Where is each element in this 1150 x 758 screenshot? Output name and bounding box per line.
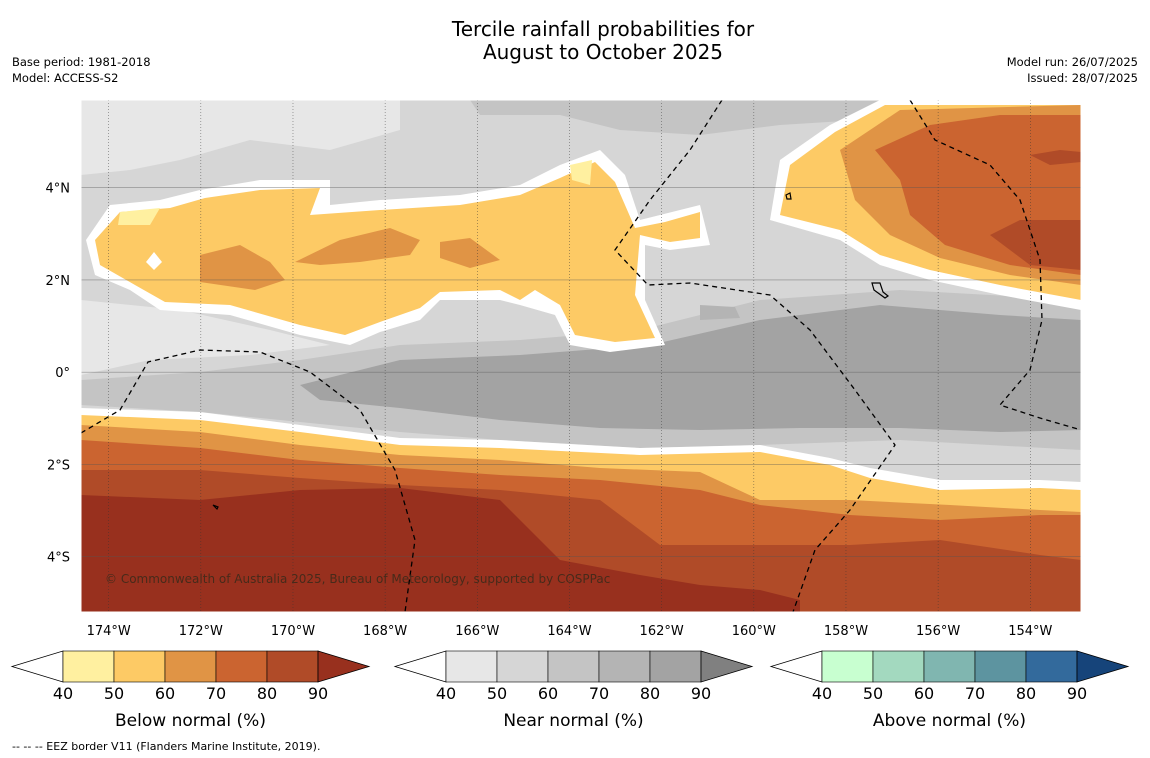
- lon-tick-label: 154°W: [1008, 624, 1052, 639]
- model-run: Model run: 26/07/2025: [1006, 55, 1138, 69]
- colorbar-tick-label: 60: [914, 684, 934, 703]
- colorbar-tick-label: 80: [257, 684, 277, 703]
- latitude-labels: 4°N 2°N 0° 2°S 4°S: [46, 182, 71, 566]
- colorbar-lower-extend: [10, 650, 64, 683]
- colorbar-swatch: [1025, 650, 1078, 683]
- lon-tick-label: 158°W: [824, 624, 868, 639]
- colorbar-upper-extend: [317, 650, 371, 683]
- below-normal-north-40-patch-2: [570, 160, 592, 185]
- eez-border-2: [614, 100, 896, 612]
- lon-tick-label: 172°W: [179, 624, 223, 639]
- colorbar-tick-label: 50: [487, 684, 507, 703]
- near-normal-40-region-2: [81, 300, 330, 375]
- colorbar-swatch: [62, 650, 115, 683]
- colorbar-tick-label: 90: [308, 684, 328, 703]
- title-line-2: August to October 2025: [482, 40, 724, 64]
- colorbar-upper-extend: [1076, 650, 1130, 683]
- meta-right: Model run: 26/07/2025 Issued: 28/07/2025: [1007, 54, 1138, 86]
- colorbar-tick-label: 70: [206, 684, 226, 703]
- colorbar-tick-label: 90: [691, 684, 711, 703]
- lat-tick-label: 2°S: [47, 458, 70, 473]
- below-normal-ne-80-b: [1030, 150, 1081, 165]
- colorbar-tick-label: 50: [104, 684, 124, 703]
- below-normal-south-90: [81, 488, 800, 612]
- lon-tick-label: 166°W: [455, 624, 499, 639]
- colorbar-tick-label: 60: [155, 684, 175, 703]
- colorbar-tick-label: 70: [589, 684, 609, 703]
- colorbar-tick-label: 40: [812, 684, 832, 703]
- model-name: Model: ACCESS-S2: [12, 71, 119, 85]
- colorbar-lower-extend: [393, 650, 447, 683]
- colorbar-title: Above normal (%): [873, 711, 1026, 731]
- lat-tick-label: 4°N: [46, 182, 71, 197]
- colorbar-swatch: [164, 650, 217, 683]
- colorbar-swatch: [496, 650, 549, 683]
- lat-tick-label: 4°S: [47, 551, 70, 566]
- colorbar-tick-label: 40: [53, 684, 73, 703]
- map-title: Tercile rainfall probabilities for Augus…: [378, 18, 828, 64]
- colorbar-tick-label: 40: [436, 684, 456, 703]
- colorbar-swatch: [821, 650, 874, 683]
- map-frame: [80, 99, 1082, 613]
- colorbar-upper-extend: [700, 650, 754, 683]
- map-panel: [81, 100, 1081, 612]
- below-normal-north-60-c: [440, 238, 500, 268]
- lon-tick-label: 156°W: [916, 624, 960, 639]
- lat-tick-label: 2°N: [46, 274, 71, 289]
- colorbar-0: 40 50 60 70 80 90 Below normal (%): [10, 650, 371, 731]
- island-marker-1: [785, 192, 792, 200]
- colorbars: 40 50 60 70 80 90 Below normal (%) 40 50 60 70 80 90…: [10, 650, 1130, 731]
- lon-tick-label: 162°W: [640, 624, 684, 639]
- colorbar-1: 40 50 60 70 80 90 Near normal (%): [393, 650, 754, 731]
- colorbar-swatch: [598, 650, 651, 683]
- colorbar-2: 40 50 60 70 80 90 Above normal (%): [769, 650, 1130, 731]
- below-normal-north-40-patch: [118, 208, 160, 225]
- colorbar-swatch: [113, 650, 166, 683]
- lon-tick-label: 168°W: [363, 624, 407, 639]
- colorbar-swatch: [872, 650, 925, 683]
- colorbar-swatch: [266, 650, 319, 683]
- colorbar-title: Below normal (%): [115, 711, 266, 731]
- near-normal-60-region-top: [470, 100, 900, 135]
- colorbar-swatch: [649, 650, 702, 683]
- colorbar-tick-label: 80: [640, 684, 660, 703]
- colorbar-swatch: [547, 650, 600, 683]
- below-normal-island-gap: [146, 252, 162, 270]
- colorbar-tick-label: 60: [538, 684, 558, 703]
- colorbar-tick-label: 70: [965, 684, 985, 703]
- colorbar-swatch: [215, 650, 268, 683]
- near-normal-70-patch: [700, 305, 740, 320]
- colorbar-lower-extend: [769, 650, 823, 683]
- longitude-labels: 174°W 172°W 170°W 168°W 166°W 164°W 162°W 160°W…: [87, 624, 1053, 639]
- near-normal-80-band: [300, 305, 1081, 432]
- near-normal-40-region: [81, 100, 400, 175]
- copyright-notice: © Commonwealth of Australia 2025, Bureau…: [105, 572, 611, 586]
- lon-tick-label: 174°W: [87, 624, 131, 639]
- base-period: Base period: 1981-2018: [12, 55, 151, 69]
- island-marker-3: [212, 504, 219, 511]
- colorbar-tick-label: 90: [1067, 684, 1087, 703]
- issued-date: Issued: 28/07/2025: [1027, 71, 1138, 85]
- title-line-1: Tercile rainfall probabilities for: [451, 17, 755, 41]
- below-normal-north-60-a: [200, 245, 285, 290]
- colorbar-swatch: [923, 650, 976, 683]
- island-marker-2: [871, 282, 890, 299]
- eez-border-1: [81, 349, 416, 612]
- lon-tick-label: 160°W: [732, 624, 776, 639]
- lat-tick-label: 0°: [55, 366, 70, 381]
- lon-tick-label: 170°W: [271, 624, 315, 639]
- colorbar-swatch: [445, 650, 498, 683]
- colorbar-title: Near normal (%): [503, 711, 643, 731]
- lon-tick-label: 164°W: [547, 624, 591, 639]
- below-normal-north-60-b: [295, 228, 420, 265]
- meta-left: Base period: 1981-2018 Model: ACCESS-S2: [12, 54, 151, 86]
- eez-border-3: [909, 100, 1081, 431]
- footer-note: -- -- -- EEZ border V11 (Flanders Marine…: [12, 740, 321, 753]
- colorbar-tick-label: 50: [863, 684, 883, 703]
- colorbar-swatch: [974, 650, 1027, 683]
- colorbar-tick-label: 80: [1016, 684, 1036, 703]
- gridlines: [81, 100, 1081, 612]
